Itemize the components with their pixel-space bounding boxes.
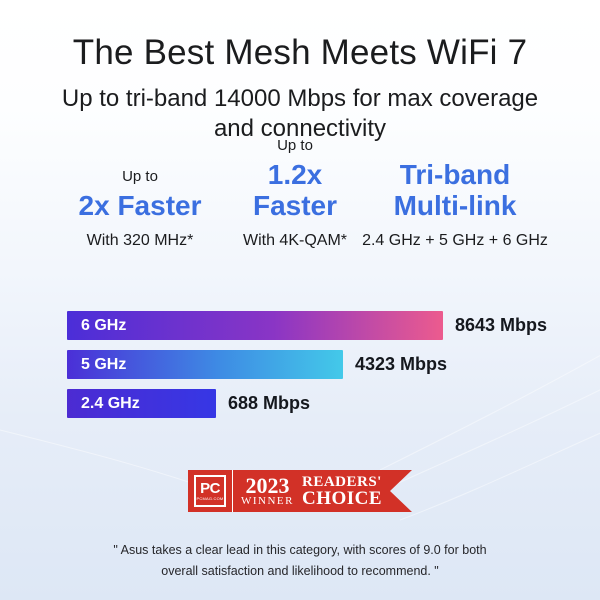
bar-category-label: 2.4 GHz: [81, 394, 140, 412]
bar-row: 6 GHz 8643 Mbps: [67, 311, 587, 340]
page-title: The Best Mesh Meets WiFi 7: [72, 33, 528, 72]
badge-year: 2023: [245, 472, 290, 498]
bar-value-label: 8643 Mbps: [455, 315, 548, 335]
bar-row: 5 GHz 4323 Mbps: [67, 350, 587, 379]
bar-category-label: 5 GHz: [81, 355, 127, 373]
bar-row: 2.4 GHz 688 Mbps: [67, 389, 587, 418]
badge-divider: [232, 470, 233, 512]
feature-triband: Tri-band Multi-link 2.4 GHz + 5 GHz + 6 …: [360, 158, 550, 250]
band-speed-bar-chart: 6 GHz 8643 Mbps 5 GHz 4323 Mbps 2.4 GHz 688 M…: [67, 311, 587, 428]
feature-detail: With 4K-QAM*: [242, 232, 347, 249]
badge-year-block: 2023 WINNER: [241, 470, 294, 512]
feature-columns: Up to 2x Faster With 320 MHz* Up to 1.2x…: [0, 137, 600, 250]
feature-320mhz: Up to 2x Faster With 320 MHz*: [50, 158, 230, 250]
feature-detail: With 320 MHz*: [86, 232, 194, 249]
pcmag-logo-text: PC: [200, 480, 220, 497]
badge-readers-block: READERS' CHOICE: [302, 470, 382, 512]
bar-category-label: 6 GHz: [81, 316, 127, 334]
feature-detail: 2.4 GHz + 5 GHz + 6 GHz: [362, 232, 548, 249]
bar-value-label: 4323 Mbps: [355, 354, 448, 374]
pcmag-readers-choice-badge: PC PCMAG.COM 2023 WINNER READERS' CHOICE: [188, 470, 412, 512]
pcmag-logo-subtext: PCMAG.COM: [196, 496, 224, 501]
bar-value-label: 688 Mbps: [228, 393, 311, 413]
feature-headline: Tri-band Multi-link: [393, 159, 517, 221]
bar-5-ghz: 5 GHz: [67, 350, 343, 379]
feature-headline: 1.2x Faster: [252, 159, 338, 221]
page-subtitle: Up to tri-band 14000 Mbps for max covera…: [61, 85, 539, 142]
pcmag-logo: PC PCMAG.COM: [194, 475, 226, 507]
feature-4kqam: Up to 1.2x Faster With 4K-QAM*: [230, 137, 360, 250]
badge-readers-label: READERS': [302, 473, 382, 490]
bar-2.4-ghz: 2.4 GHz: [67, 389, 216, 418]
review-quote: " Asus takes a clear lead in this catego…: [113, 543, 487, 578]
badge-winner-label: WINNER: [241, 494, 294, 507]
feature-kicker: Up to: [277, 137, 313, 154]
feature-kicker: Up to: [122, 168, 158, 185]
bar-6-ghz: 6 GHz: [67, 311, 443, 340]
badge-choice-label: CHOICE: [302, 487, 383, 509]
feature-headline: 2x Faster: [78, 190, 202, 221]
